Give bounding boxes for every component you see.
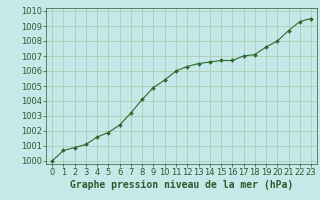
X-axis label: Graphe pression niveau de la mer (hPa): Graphe pression niveau de la mer (hPa) — [70, 180, 293, 190]
